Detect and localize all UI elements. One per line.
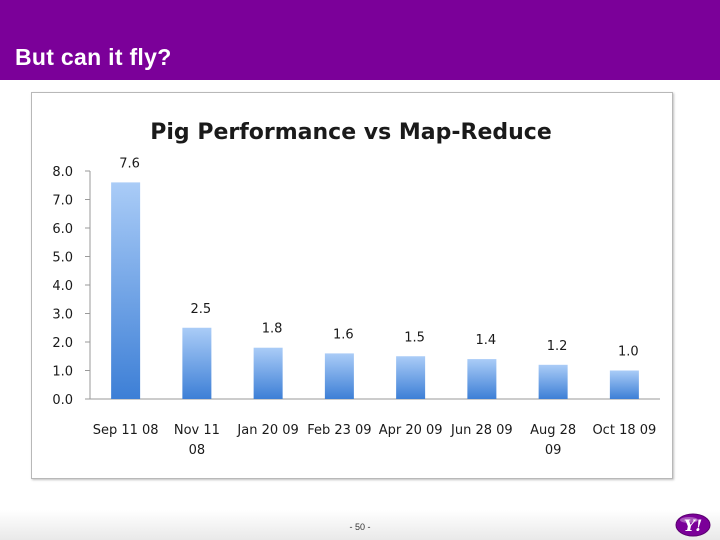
bar xyxy=(609,370,639,399)
footer-band xyxy=(0,510,720,540)
chart-frame: Pig Performance vs Map-Reduce 0.0 1.0 2.0 3… xyxy=(31,92,673,479)
bar xyxy=(467,359,497,399)
page-number: - 50 - xyxy=(349,522,371,532)
y-tick-label: 4.0 xyxy=(52,279,73,294)
data-label: 7.6 xyxy=(119,156,140,171)
y-tick-label: 6.0 xyxy=(52,222,73,237)
data-label: 1.6 xyxy=(333,327,354,342)
data-label: 2.5 xyxy=(191,302,212,317)
y-tick-label: 0.0 xyxy=(52,393,73,408)
data-label: 1.0 xyxy=(618,345,639,360)
x-tick-label: Jan 20 09 xyxy=(236,423,298,438)
bar-chart: Pig Performance vs Map-Reduce 0.0 1.0 2.0 3… xyxy=(52,120,660,458)
data-label: 1.5 xyxy=(404,330,425,345)
slide-title: But can it fly? xyxy=(15,44,172,70)
logo-text: Y! xyxy=(684,516,702,535)
x-tick-label: 08 xyxy=(189,443,206,458)
y-tick-label: 2.0 xyxy=(52,336,73,351)
y-tick-label: 1.0 xyxy=(52,365,73,380)
x-tick-label: Jun 28 09 xyxy=(450,423,513,438)
y-tick-label: 3.0 xyxy=(52,308,73,323)
bar xyxy=(396,356,426,399)
yahoo-logo-icon: Y! xyxy=(675,513,711,537)
data-label: 1.8 xyxy=(262,322,283,337)
x-tick-label: Feb 23 09 xyxy=(307,423,371,438)
bar xyxy=(253,347,283,399)
bar xyxy=(182,327,212,399)
y-tick-label: 5.0 xyxy=(52,251,73,266)
y-tick-label: 8.0 xyxy=(52,165,73,180)
chart-title: Pig Performance vs Map-Reduce xyxy=(150,120,552,145)
x-tick-label: Oct 18 09 xyxy=(592,423,656,438)
x-tick-label: Sep 11 08 xyxy=(93,423,159,438)
x-tick-label: Nov 11 xyxy=(174,423,220,438)
x-tick-label: Aug 28 xyxy=(530,423,576,438)
data-label: 1.2 xyxy=(547,339,568,354)
y-tick-label: 7.0 xyxy=(52,194,73,209)
x-tick-label: Apr 20 09 xyxy=(379,423,443,438)
x-tick-label: 09 xyxy=(545,443,562,458)
bar xyxy=(538,364,568,399)
bar xyxy=(324,353,354,399)
bar xyxy=(111,182,141,399)
data-label: 1.4 xyxy=(476,333,497,348)
title-bar: But can it fly? xyxy=(0,0,720,80)
